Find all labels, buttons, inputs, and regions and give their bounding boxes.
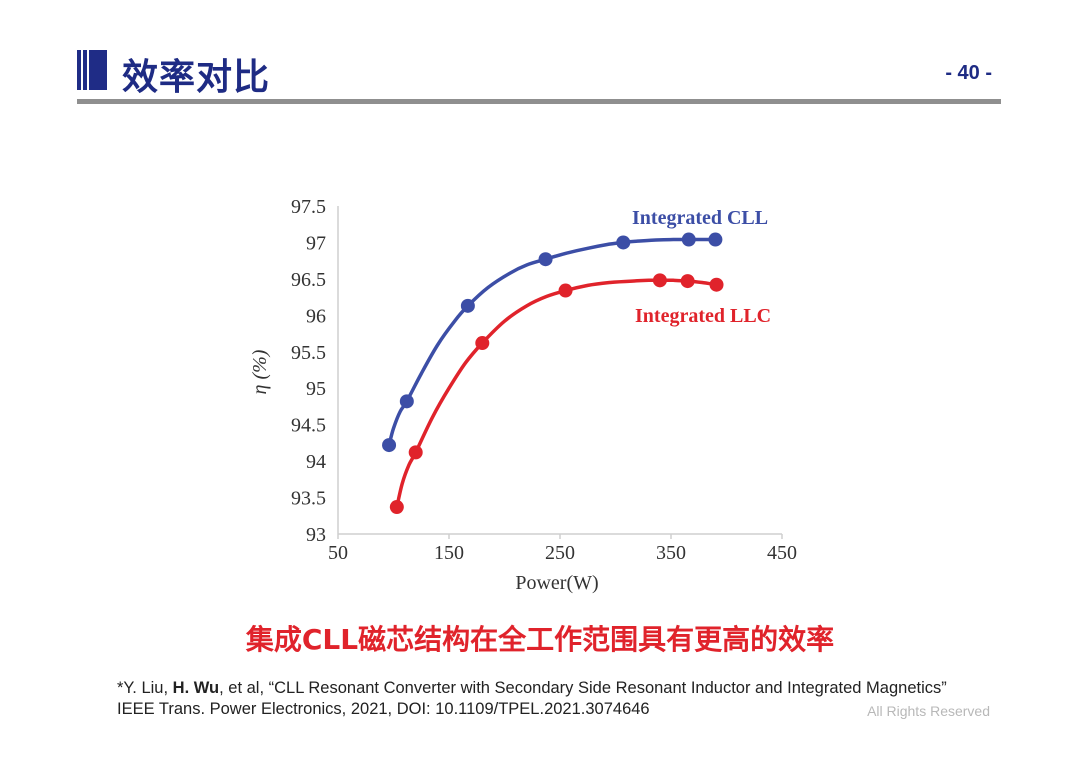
- data-point-0-3: [538, 252, 553, 267]
- reference-author-bold: H. Wu: [172, 679, 220, 697]
- y-tick-label: 97.5: [291, 196, 326, 218]
- data-point-1-6: [709, 277, 724, 292]
- x-tick-label: 350: [656, 542, 686, 564]
- chart-ticks: 50 150 250 350 450 93 93.5 94 94.5 95 95.5 96 96.5 97…: [291, 196, 797, 564]
- title-divider: [77, 99, 1001, 104]
- data-point-1-5: [680, 274, 695, 289]
- data-point-1-0: [389, 500, 404, 515]
- x-axis-label: Power(W): [515, 572, 598, 594]
- data-point-0-6: [708, 232, 723, 247]
- series-label-cll: Integrated CLL: [632, 207, 768, 229]
- y-tick-label: 96: [306, 305, 326, 327]
- series-label-llc: Integrated LLC: [635, 305, 771, 327]
- series-line-1: [395, 278, 719, 509]
- y-axis-label: η (%): [249, 349, 271, 394]
- x-tick-label: 450: [767, 542, 797, 564]
- chart-series: [382, 232, 724, 515]
- reference-prefix: *Y. Liu,: [117, 679, 173, 697]
- data-point-0-5: [681, 232, 696, 247]
- y-tick-label: 93.5: [291, 488, 326, 510]
- x-tick-label: 50: [328, 542, 348, 564]
- data-point-1-2: [475, 336, 490, 351]
- x-tick-label: 150: [434, 542, 464, 564]
- data-point-0-4: [616, 235, 631, 250]
- y-tick-label: 94: [306, 451, 326, 473]
- y-tick-label: 94.5: [291, 415, 326, 437]
- conclusion-caption: 集成CLL磁芯结构在全工作范围具有更高的效率: [245, 623, 835, 656]
- data-point-1-1: [408, 445, 423, 460]
- page-title: 效率对比: [122, 57, 271, 98]
- rights-reserved: All Rights Reserved: [867, 703, 990, 719]
- data-point-0-0: [382, 438, 397, 453]
- reference-rest: , et al, “CLL Resonant Converter with Se…: [117, 679, 947, 718]
- data-point-0-2: [460, 298, 475, 313]
- y-tick-label: 96.5: [291, 269, 326, 291]
- data-point-0-1: [399, 394, 414, 409]
- y-tick-label: 97: [306, 232, 326, 254]
- data-point-1-3: [558, 283, 573, 298]
- reference-citation: *Y. Liu, H. Wu, et al, “CLL Resonant Con…: [117, 678, 957, 720]
- series-line-0: [387, 237, 718, 447]
- page-number: - 40 -: [945, 62, 992, 84]
- title-bar-icon: [77, 50, 107, 90]
- x-tick-label: 250: [545, 542, 575, 564]
- data-point-1-4: [652, 273, 667, 288]
- y-tick-label: 93: [306, 524, 326, 546]
- y-tick-label: 95.5: [291, 342, 326, 364]
- y-tick-label: 95: [306, 378, 326, 400]
